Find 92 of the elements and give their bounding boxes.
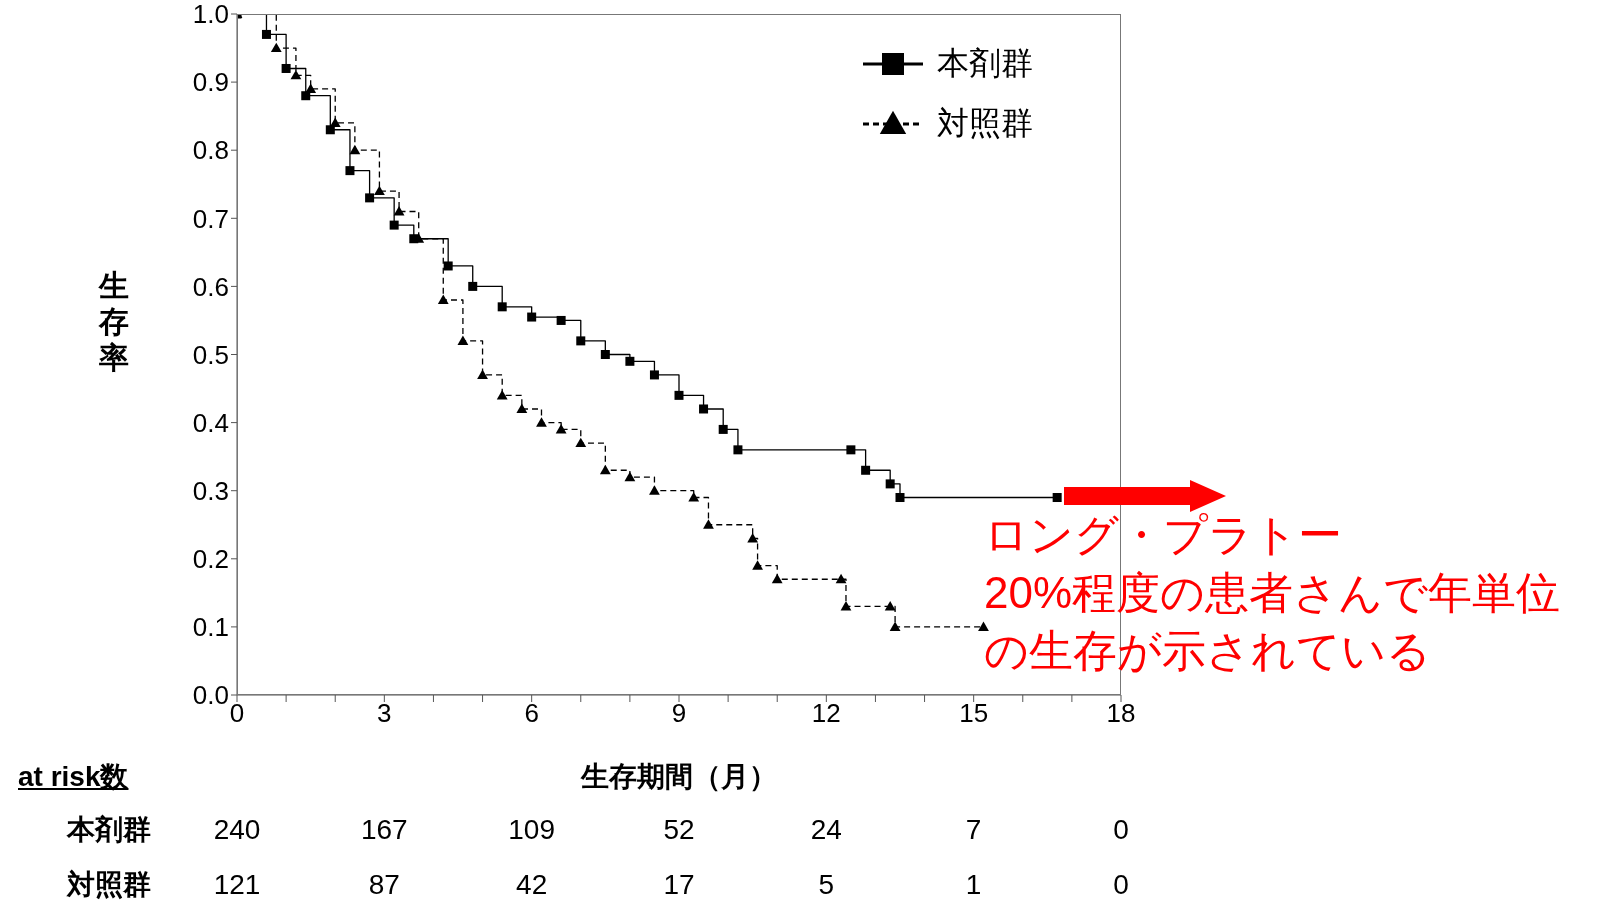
y-axis-title: 生存率 — [98, 268, 130, 376]
text: 87 — [368, 869, 400, 901]
point — [349, 144, 361, 155]
point — [555, 424, 567, 434]
text: 0 — [1113, 814, 1129, 846]
point — [457, 335, 469, 345]
x-tick-label: 12 — [811, 698, 841, 729]
point — [1052, 493, 1062, 503]
y-tick-label: 0.8 — [192, 135, 229, 166]
point — [477, 369, 488, 379]
y-tick-label: 0.7 — [192, 203, 229, 234]
point — [649, 370, 659, 380]
point — [290, 69, 302, 80]
text: at risk数 — [18, 760, 129, 794]
point — [688, 492, 700, 502]
y-tick-label: 0.4 — [192, 407, 229, 438]
point — [393, 206, 405, 216]
point — [718, 424, 728, 434]
point — [861, 465, 871, 475]
text: 109 — [508, 814, 556, 846]
x-tick-label: 3 — [377, 698, 392, 729]
text: 42 — [516, 869, 548, 901]
text: 本剤群 — [67, 813, 151, 847]
text: 24 — [810, 814, 842, 846]
point — [497, 302, 507, 312]
point — [443, 261, 453, 271]
y-tick-label: 0.2 — [192, 544, 229, 575]
x-tick-label: 9 — [671, 698, 687, 729]
point — [516, 403, 528, 414]
x-tick-label: 15 — [959, 698, 989, 729]
text: 121 — [213, 869, 261, 901]
text: 5 — [818, 869, 835, 901]
point — [599, 464, 611, 475]
point — [527, 312, 537, 322]
point — [703, 519, 714, 529]
point — [752, 560, 763, 570]
point — [556, 315, 566, 325]
text: 167 — [360, 814, 408, 846]
point — [733, 445, 743, 455]
point — [889, 621, 901, 631]
text: 1 — [965, 869, 982, 901]
point — [624, 471, 636, 482]
point — [840, 601, 852, 611]
point — [389, 220, 399, 230]
y-tick-label: 0.0 — [192, 680, 229, 711]
point — [305, 83, 317, 93]
text: 240 — [213, 814, 261, 846]
point — [575, 437, 587, 448]
point — [885, 479, 895, 489]
legend-label: 本剤群 — [937, 44, 1033, 83]
point — [496, 389, 508, 400]
y-tick-label: 0.1 — [192, 612, 229, 643]
point — [649, 485, 660, 495]
annotation: ロング・プラトー — [984, 509, 1343, 561]
text: 17 — [663, 869, 695, 901]
point — [270, 42, 282, 53]
point — [835, 573, 847, 584]
point — [576, 336, 586, 346]
point — [437, 294, 449, 305]
y-tick-label: 0.3 — [192, 475, 229, 506]
point — [747, 532, 759, 543]
text: 52 — [663, 814, 695, 846]
y-tick-label: 0.9 — [192, 67, 229, 98]
point — [374, 185, 385, 196]
point — [846, 445, 856, 455]
y-tick-label: 0.5 — [192, 339, 229, 370]
point — [771, 573, 783, 584]
x-tick-label: 0 — [229, 698, 245, 729]
point — [365, 193, 375, 203]
point — [699, 404, 709, 414]
y-tick-label: 1.0 — [192, 0, 229, 30]
point — [536, 417, 547, 427]
point — [600, 350, 610, 359]
point — [301, 91, 311, 101]
point — [468, 281, 478, 291]
point — [261, 29, 271, 39]
point — [884, 601, 896, 611]
point — [978, 621, 989, 631]
x-axis-title: 生存期間（月） — [581, 760, 777, 794]
x-tick-label: 18 — [1106, 698, 1136, 729]
text: 0 — [1113, 869, 1129, 901]
y-tick-label: 0.6 — [192, 271, 229, 302]
point — [345, 166, 355, 176]
x-tick-label: 6 — [524, 698, 539, 729]
annotation: 20%程度の患者さんで年単位の生存が示されている — [984, 567, 1562, 677]
point — [625, 356, 635, 366]
text: 7 — [965, 814, 982, 846]
point — [674, 390, 684, 400]
text: 対照群 — [67, 868, 151, 902]
point — [281, 63, 291, 73]
legend-label: 対照群 — [937, 104, 1033, 143]
point — [895, 493, 905, 503]
